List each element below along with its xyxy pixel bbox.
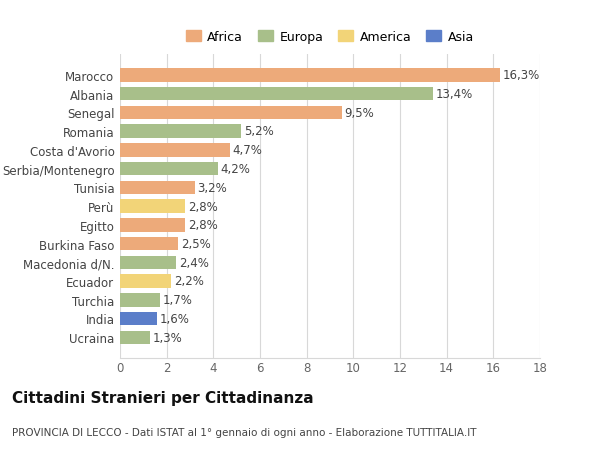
Text: 1,7%: 1,7% (163, 294, 193, 307)
Text: 13,4%: 13,4% (436, 88, 473, 101)
Text: 4,7%: 4,7% (232, 144, 262, 157)
Bar (120, 88, 433, 101)
Text: 3,2%: 3,2% (197, 181, 227, 194)
Bar (120, 106, 341, 120)
Text: 2,8%: 2,8% (188, 200, 218, 213)
Text: PROVINCIA DI LECCO - Dati ISTAT al 1° gennaio di ogni anno - Elaborazione TUTTIT: PROVINCIA DI LECCO - Dati ISTAT al 1° ge… (12, 427, 476, 437)
Text: Cittadini Stranieri per Cittadinanza: Cittadini Stranieri per Cittadinanza (12, 390, 314, 405)
Bar (120, 200, 185, 213)
Text: 4,2%: 4,2% (221, 162, 251, 176)
Text: 1,3%: 1,3% (153, 331, 183, 344)
Text: 5,2%: 5,2% (244, 125, 274, 138)
Text: 2,2%: 2,2% (174, 275, 204, 288)
Legend: Africa, Europa, America, Asia: Africa, Europa, America, Asia (186, 31, 474, 44)
Bar (120, 125, 241, 139)
Text: 2,4%: 2,4% (179, 256, 209, 269)
Text: 9,5%: 9,5% (344, 106, 374, 119)
Text: 2,8%: 2,8% (188, 219, 218, 232)
Bar (120, 331, 151, 344)
Bar (120, 237, 178, 251)
Bar (120, 144, 230, 157)
Bar (120, 256, 176, 269)
Text: 2,5%: 2,5% (181, 237, 211, 251)
Text: 16,3%: 16,3% (503, 69, 541, 82)
Bar (120, 274, 172, 288)
Bar (120, 312, 157, 325)
Text: 1,6%: 1,6% (160, 312, 190, 325)
Bar (120, 181, 194, 195)
Bar (120, 218, 185, 232)
Bar (120, 69, 500, 82)
Bar (120, 162, 218, 176)
Bar (120, 293, 160, 307)
